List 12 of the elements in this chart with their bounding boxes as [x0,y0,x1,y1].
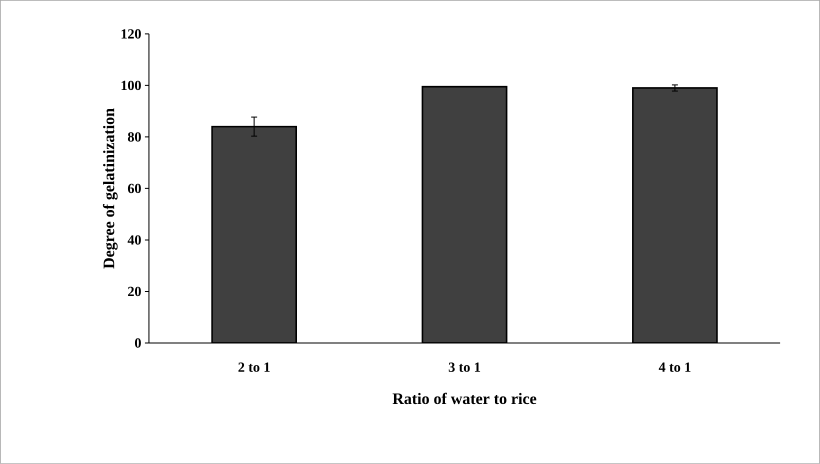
x-tick-label: 4 to 1 [658,362,690,372]
x-tick-label: 3 to 1 [448,362,480,372]
y-tick-label: 60 [128,184,141,194]
y-tick-label: 0 [134,338,141,348]
y-tick-label: 80 [128,132,141,142]
y-tick-label: 100 [122,80,141,90]
y-tick-label: 40 [128,235,141,245]
y-tick-label: 20 [128,286,141,296]
y-axis-title: Degree of gelatinization [102,108,118,269]
x-axis-title: Ratio of water to rice [392,392,536,404]
x-tick-label: 2 to 1 [238,362,270,372]
y-tick-label: 120 [122,29,141,39]
